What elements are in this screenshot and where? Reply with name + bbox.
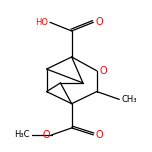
Text: O: O (95, 130, 103, 140)
Text: O: O (99, 66, 107, 76)
Text: O: O (95, 17, 103, 27)
Text: CH₃: CH₃ (121, 95, 137, 104)
Text: H₃C: H₃C (14, 130, 30, 139)
Text: HO: HO (35, 18, 48, 27)
Text: O: O (42, 130, 50, 140)
